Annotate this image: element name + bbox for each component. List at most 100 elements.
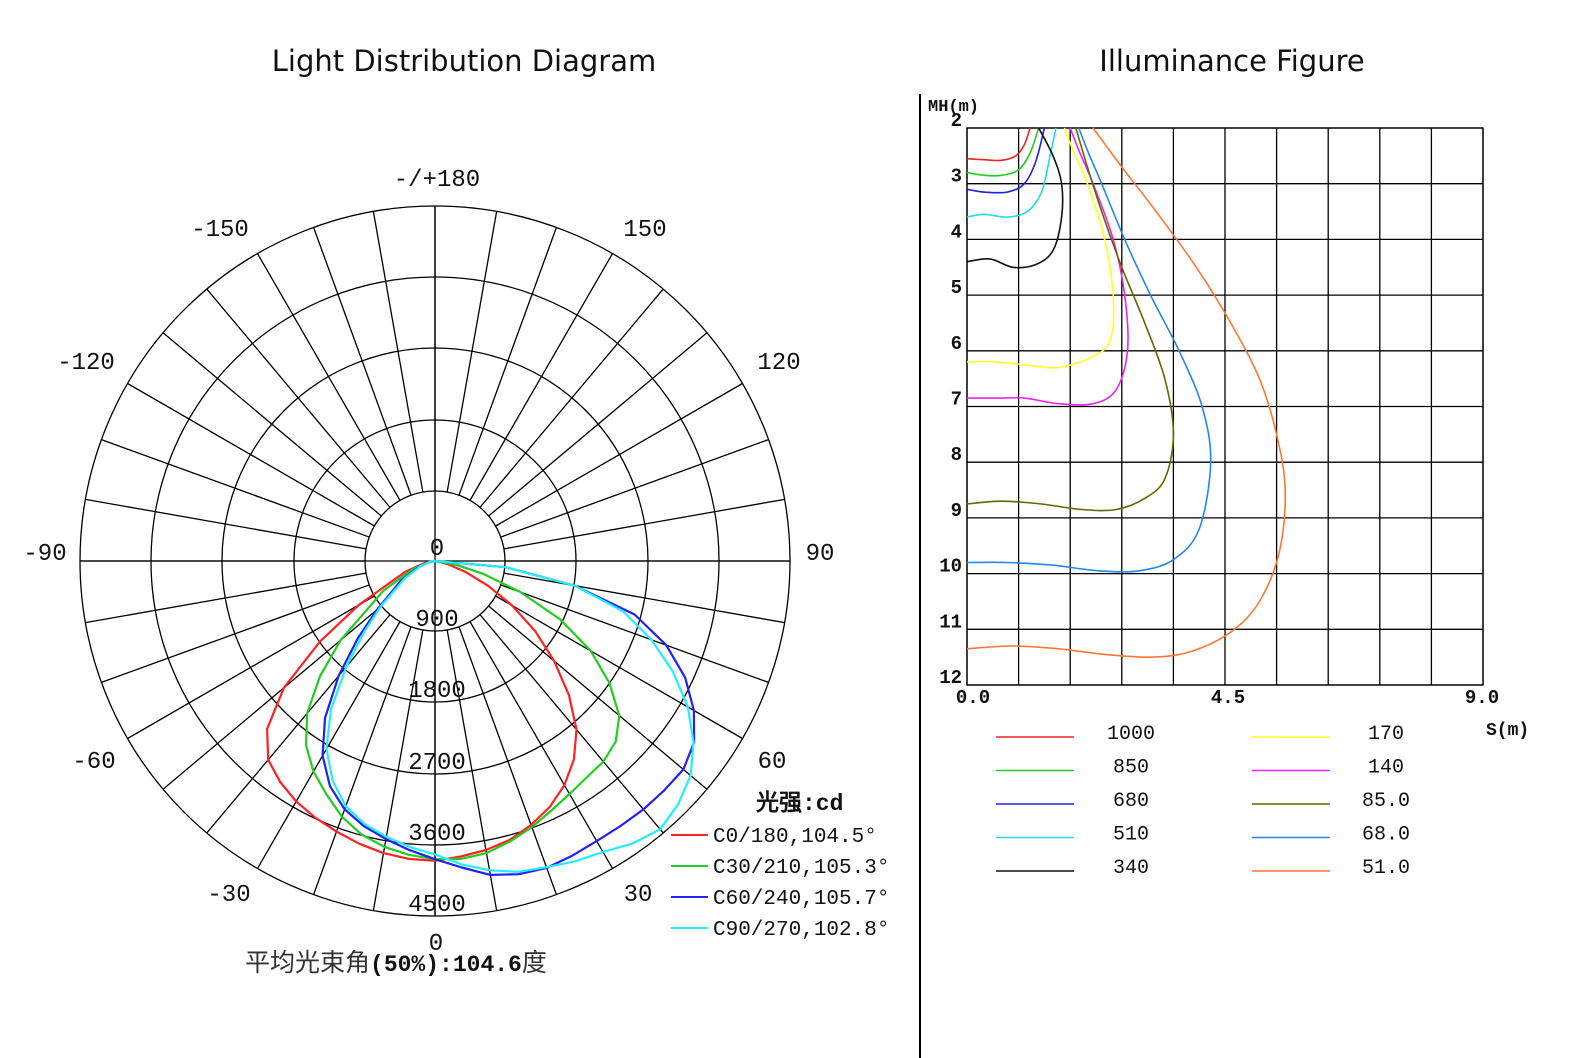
- polar-spoke: [256, 621, 401, 869]
- polar-spoke: [256, 253, 401, 501]
- polar-spoke: [206, 614, 391, 834]
- polar-spoke: [85, 498, 367, 550]
- polar-angle-label: 0: [429, 931, 443, 958]
- illuminance-isoline-9: [966, 127, 1212, 573]
- polar-radial-tick-label: 2700: [408, 750, 466, 777]
- polar-angle-label: 120: [757, 350, 800, 377]
- polar-spoke: [495, 595, 743, 740]
- illuminance-grid: [966, 127, 1484, 686]
- beam-angle-footer: 平均光束角(50%):104.6度: [245, 948, 547, 978]
- illuminance-isoline-1: [966, 127, 1031, 162]
- illuminance-isoline-2: [966, 127, 1040, 177]
- polar-spoke: [458, 626, 558, 895]
- polar-angle-label: 90: [806, 541, 835, 568]
- illuminance-y-tick-label: 11: [939, 611, 962, 633]
- illuminance-y-tick-label: 7: [951, 389, 962, 411]
- polar-legend-label: C90/270,102.8°: [713, 919, 889, 942]
- beam-angle-percent: (50%): [370, 952, 439, 978]
- illuminance-y-axis-label: MH(m): [928, 98, 979, 117]
- polar-chart: -/+180 -150 150 -120 120 -90 90 -60 60 -30 30 0 0 90…: [23, 167, 889, 978]
- polar-radial-tick-label: 3600: [408, 821, 466, 848]
- polar-spoke: [372, 211, 424, 493]
- illuminance-legend-label: 1000: [1107, 723, 1155, 746]
- illuminance-chart: 2 3 4 5 6 7 8 9 10 11 12 0.0 4.5 9.0 MH(m) S(m) 1000…: [928, 98, 1529, 880]
- illuminance-y-ticks: 2 3 4 5 6 7 8 9 10 11 12: [939, 110, 962, 689]
- polar-spoke: [162, 605, 382, 790]
- polar-spoke: [458, 227, 558, 496]
- polar-spoke: [503, 572, 785, 624]
- illuminance-y-tick-label: 8: [951, 444, 962, 466]
- illuminance-y-tick-label: 3: [951, 166, 962, 188]
- polar-angle-label: -90: [23, 541, 66, 568]
- illuminance-y-tick-label: 9: [951, 500, 962, 522]
- illuminance-y-tick-label: 10: [939, 556, 962, 578]
- illuminance-x-tick-label: 0.0: [956, 687, 990, 709]
- polar-spoke: [500, 438, 769, 538]
- polar-spoke: [206, 288, 391, 508]
- polar-series-group: [266, 559, 696, 876]
- polar-spoke: [469, 253, 614, 501]
- polar-series-line-4: [325, 559, 695, 873]
- polar-spoke: [446, 629, 498, 911]
- polar-spoke: [162, 332, 382, 517]
- illuminance-legend-label: 68.0: [1362, 824, 1410, 847]
- illuminance-series-group: [966, 127, 1287, 658]
- polar-radial-tick-label: 1800: [408, 678, 466, 705]
- polar-heading: Light Distribution Diagram: [272, 44, 657, 78]
- polar-angle-labels: -/+180 -150 150 -120 120 -90 90 -60 60 -30 30 0: [23, 167, 834, 958]
- illuminance-heading: Illuminance Figure: [1099, 44, 1364, 78]
- polar-spoke: [372, 629, 424, 911]
- illuminance-legend-label: 340: [1113, 857, 1149, 880]
- polar-spoke: [101, 438, 370, 538]
- illuminance-x-tick-label: 9.0: [1465, 687, 1499, 709]
- polar-spoke: [127, 595, 375, 740]
- polar-radial-tick-label: 0: [430, 536, 444, 563]
- illuminance-isoline-10: [966, 127, 1287, 658]
- polar-spoke: [479, 614, 664, 834]
- polar-spoke: [312, 227, 412, 496]
- illuminance-legend-label: 51.0: [1362, 857, 1410, 880]
- polar-spoke: [500, 584, 769, 684]
- polar-radial-tick-label: 900: [415, 607, 458, 634]
- illuminance-x-ticks: 0.0 4.5 9.0: [956, 687, 1499, 709]
- illuminance-isoline-4: [966, 127, 1057, 218]
- illuminance-isoline-6: [966, 127, 1115, 369]
- polar-series-line-2: [304, 559, 621, 861]
- beam-angle-unit: 度: [522, 948, 547, 977]
- polar-spoke: [495, 382, 743, 527]
- illuminance-y-tick-label: 2: [951, 110, 962, 132]
- polar-spoke: [488, 605, 708, 790]
- polar-spoke: [85, 572, 367, 624]
- illuminance-y-tick-label: 12: [939, 667, 962, 689]
- illuminance-x-tick-label: 4.5: [1211, 687, 1245, 709]
- illuminance-isoline-8: [966, 127, 1175, 512]
- polar-series-line-3: [321, 559, 696, 876]
- illuminance-legend-label: 85.0: [1362, 790, 1410, 813]
- polar-angle-label: -/+180: [394, 167, 480, 194]
- illuminance-isoline-3: [966, 127, 1046, 194]
- illuminance-y-tick-label: 4: [951, 221, 962, 243]
- polar-angle-label: 30: [624, 882, 653, 909]
- polar-spoke: [101, 584, 370, 684]
- polar-series-line-1: [266, 559, 578, 862]
- polar-unit-label: 光强:cd: [755, 790, 843, 817]
- polar-spoke: [469, 621, 614, 869]
- illuminance-legend-label: 170: [1368, 723, 1404, 746]
- polar-angle-label: -30: [207, 882, 250, 909]
- polar-spoke: [127, 382, 375, 527]
- illuminance-frame: [966, 127, 1484, 686]
- illuminance-x-axis-label: S(m): [1486, 721, 1529, 741]
- illuminance-legend: 1000 850 680 510 340 170 140 85.0 68.0 51.0: [996, 723, 1410, 880]
- polar-spoke: [479, 288, 664, 508]
- illuminance-legend-label: 850: [1113, 757, 1149, 780]
- beam-angle-value: :104.6: [439, 952, 522, 978]
- beam-angle-label: 平均光束角: [245, 948, 370, 977]
- illuminance-legend-label: 510: [1113, 824, 1149, 847]
- illuminance-legend-label: 140: [1368, 757, 1404, 780]
- polar-radial-labels: 0 900 1800 2700 3600 4500: [408, 536, 466, 919]
- illuminance-y-tick-label: 6: [951, 333, 962, 355]
- polar-legend-label: C0/180,104.5°: [713, 826, 877, 849]
- polar-spoke: [312, 626, 412, 895]
- polar-radial-tick-label: 4500: [408, 892, 466, 919]
